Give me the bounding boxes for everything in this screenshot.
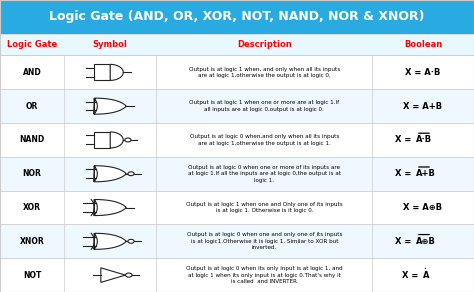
Bar xyxy=(0,258,474,292)
Text: A⊕B: A⊕B xyxy=(416,237,436,246)
Text: Output is at logic 1 when, and only when all its inputs
are at logic 1,otherwise: Output is at logic 1 when, and only when… xyxy=(189,67,340,78)
Text: X = A+B: X = A+B xyxy=(403,102,443,111)
Bar xyxy=(0,191,474,225)
Circle shape xyxy=(125,138,131,142)
Bar xyxy=(0,0,474,34)
Text: Logic Gate (AND, OR, XOR, NOT, NAND, NOR & XNOR): Logic Gate (AND, OR, XOR, NOT, NAND, NOR… xyxy=(49,10,425,23)
Text: NOR: NOR xyxy=(23,169,41,178)
Text: Output is at logic 0 when one or more of its inputs are
at logic 1.If all the in: Output is at logic 0 when one or more of… xyxy=(188,165,341,182)
Text: Output is at logic 0 when,and only when all its inputs
are at logic 1,otherwise : Output is at logic 0 when,and only when … xyxy=(190,134,339,146)
Polygon shape xyxy=(110,132,123,148)
Text: X = A·B: X = A·B xyxy=(405,68,441,77)
Polygon shape xyxy=(94,233,126,249)
Polygon shape xyxy=(94,166,126,182)
Polygon shape xyxy=(110,64,123,80)
Circle shape xyxy=(128,239,134,243)
Text: Logic Gate: Logic Gate xyxy=(7,40,57,49)
Text: X =: X = xyxy=(395,135,414,145)
Text: NOT: NOT xyxy=(23,271,41,280)
Text: Boolean: Boolean xyxy=(404,40,442,49)
Text: A·B: A·B xyxy=(416,135,432,145)
Text: Description: Description xyxy=(237,40,292,49)
Text: XNOR: XNOR xyxy=(19,237,45,246)
Text: X =: X = xyxy=(395,237,414,246)
Text: Symbol: Symbol xyxy=(93,40,128,49)
Text: X =: X = xyxy=(402,271,422,280)
Polygon shape xyxy=(101,268,126,282)
Bar xyxy=(0,89,474,123)
Text: OR: OR xyxy=(26,102,38,111)
Text: Output is at logic 0 when its only input is at logic 1, and
at logic 1 when its : Output is at logic 0 when its only input… xyxy=(186,266,343,284)
Bar xyxy=(0,34,474,55)
Circle shape xyxy=(128,172,134,176)
Text: NAND: NAND xyxy=(19,135,45,145)
Polygon shape xyxy=(94,199,126,215)
Text: XOR: XOR xyxy=(23,203,41,212)
Bar xyxy=(94,64,110,80)
Bar xyxy=(0,225,474,258)
Text: Output is at logic 1 when one or more are at logic 1.If
all inputs are at logic : Output is at logic 1 when one or more ar… xyxy=(189,100,339,112)
Circle shape xyxy=(126,273,132,277)
Polygon shape xyxy=(94,98,126,114)
Bar xyxy=(0,157,474,191)
Text: Output is at logic 1 when one and Only one of its inputs
is at logic 1. Otherwis: Output is at logic 1 when one and Only o… xyxy=(186,202,343,213)
Text: A: A xyxy=(423,271,429,280)
Text: A+B: A+B xyxy=(416,169,436,178)
Bar xyxy=(0,123,474,157)
Bar xyxy=(94,132,110,148)
Bar xyxy=(0,55,474,89)
Text: AND: AND xyxy=(23,68,41,77)
Text: X =: X = xyxy=(395,169,414,178)
Text: X = A⊕B: X = A⊕B xyxy=(403,203,443,212)
Text: Output is at logic 0 when one and only one of its inputs
is at logic1.Otherwise : Output is at logic 0 when one and only o… xyxy=(186,232,342,250)
